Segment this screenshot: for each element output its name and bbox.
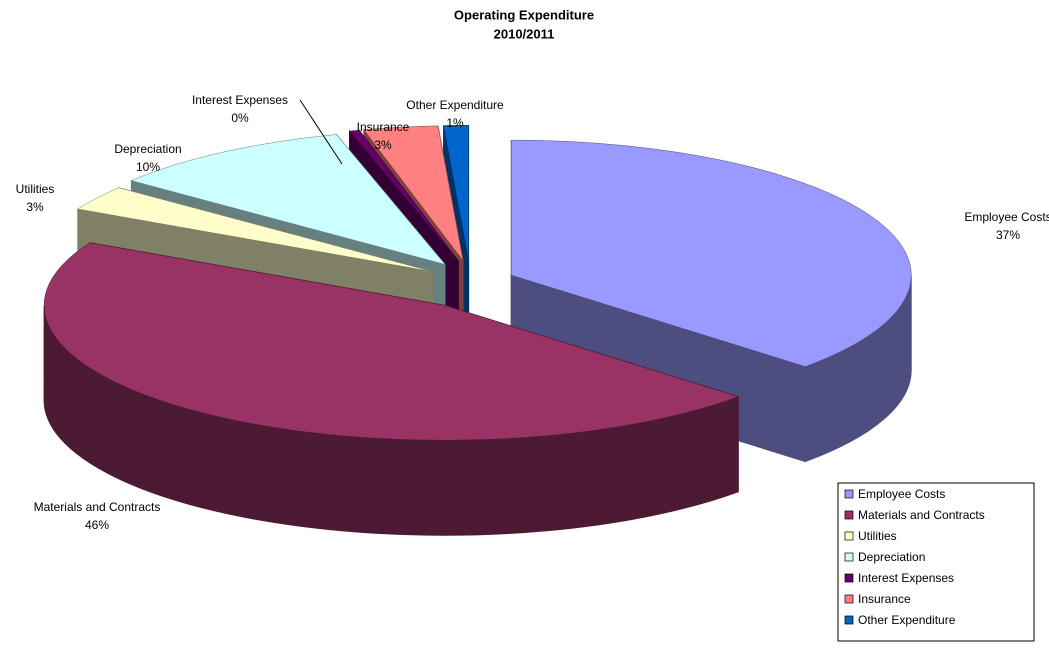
slice-top: [510, 139, 912, 367]
chart-title: Operating Expenditure: [454, 7, 594, 22]
slice-label: Other Expenditure: [406, 98, 504, 112]
legend-label: Other Expenditure: [858, 613, 956, 627]
slice-top: [443, 125, 469, 261]
slice-value-label: 10%: [136, 160, 160, 174]
slice-label: Employee Costs: [964, 210, 1049, 224]
pie: [43, 125, 912, 536]
leader-line: [299, 99, 343, 165]
slice-label: Depreciation: [114, 142, 181, 156]
legend-items: Employee Costs Materials and Contracts Uti…: [844, 487, 985, 627]
legend-swatch: [844, 573, 854, 583]
legend-swatch: [844, 615, 854, 625]
slice-label: Utilities: [16, 182, 55, 196]
legend-swatch: [844, 594, 854, 604]
slice-top: [363, 125, 464, 261]
legend-label: Depreciation: [858, 550, 925, 564]
legend-swatch: [844, 531, 854, 541]
slice-top: [77, 187, 433, 272]
slice-top: [349, 130, 459, 262]
legend-swatch: [844, 552, 854, 562]
legend-label: Materials and Contracts: [858, 508, 985, 522]
legend-swatch: [844, 510, 854, 520]
slice-value-label: 37%: [996, 228, 1020, 242]
legend: [837, 482, 1035, 642]
chart-subtitle: 2010/2011: [494, 26, 555, 41]
slice-value-label: 3%: [26, 200, 44, 214]
slice-top: [130, 134, 446, 265]
legend-label: Insurance: [858, 592, 911, 606]
slice-label: Materials and Contracts: [34, 500, 161, 514]
slice-label: Insurance: [357, 120, 410, 134]
slice-label: Interest Expenses: [192, 93, 288, 107]
legend-swatch: [844, 489, 854, 499]
slice-value-label: 3%: [374, 138, 392, 152]
slice-value-label: 0%: [231, 111, 249, 125]
legend-label: Interest Expenses: [858, 571, 954, 585]
legend-label: Employee Costs: [858, 487, 945, 501]
legend-label: Utilities: [858, 529, 897, 543]
slice-value-label: 46%: [85, 518, 109, 532]
slice-top: [43, 242, 739, 441]
labels: Employee Costs 37% Materials and Contracts…: [16, 93, 1049, 532]
slice: [43, 242, 739, 536]
slice-value-label: 1%: [446, 116, 464, 130]
